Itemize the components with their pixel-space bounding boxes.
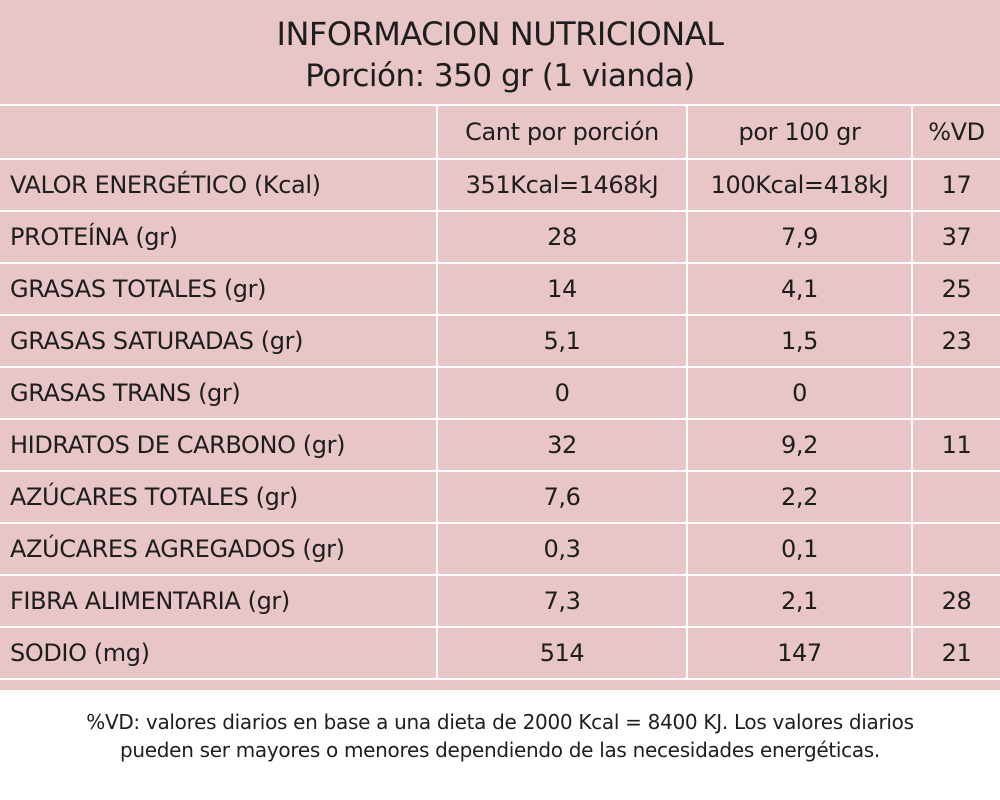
- dv-value: [911, 522, 1000, 576]
- footnote-line-2: pueden ser mayores o menores dependiendo…: [120, 738, 880, 762]
- per-portion-value: 351Kcal=1468kJ: [436, 158, 688, 212]
- table-row: GRASAS SATURADAS (gr) 5,1 1,5 23: [0, 314, 1000, 368]
- per-100-value: 7,9: [686, 210, 913, 264]
- per-100-value: 4,1: [686, 262, 913, 316]
- per-100-value: 2,2: [686, 470, 913, 524]
- page-title: INFORMACION NUTRICIONAL: [276, 15, 724, 53]
- portion-subtitle: Porción: 350 gr (1 vianda): [305, 58, 695, 94]
- per-portion-value: 0,3: [436, 522, 688, 576]
- per-100-value: 9,2: [686, 418, 913, 472]
- dv-value: 37: [911, 210, 1000, 264]
- table-row: GRASAS TOTALES (gr) 14 4,1 25: [0, 262, 1000, 316]
- footnote: %VD: valores diarios en base a una dieta…: [0, 708, 1000, 764]
- per-portion-value: 7,6: [436, 470, 688, 524]
- per-portion-value: 28: [436, 210, 688, 264]
- dv-value: 11: [911, 418, 1000, 472]
- dv-value: 17: [911, 158, 1000, 212]
- per-100-value: 100Kcal=418kJ: [686, 158, 913, 212]
- nutrient-label: GRASAS SATURADAS (gr): [0, 314, 438, 368]
- nutrition-panel: INFORMACION NUTRICIONAL Porción: 350 gr …: [0, 0, 1000, 690]
- nutrient-label: GRASAS TOTALES (gr): [0, 262, 438, 316]
- per-100-value: 0: [686, 366, 913, 420]
- dv-value: 25: [911, 262, 1000, 316]
- per-100-value: 147: [686, 626, 913, 680]
- dv-value: [911, 470, 1000, 524]
- dv-value: 28: [911, 574, 1000, 628]
- header-row: Cant por porción por 100 gr %VD: [0, 106, 1000, 160]
- nutrient-label: HIDRATOS DE CARBONO (gr): [0, 418, 438, 472]
- nutrient-label: AZÚCARES AGREGADOS (gr): [0, 522, 438, 576]
- header-per-portion: Cant por porción: [436, 106, 688, 160]
- table-row: PROTEÍNA (gr) 28 7,9 37: [0, 210, 1000, 264]
- nutrient-label: AZÚCARES TOTALES (gr): [0, 470, 438, 524]
- table-row: FIBRA ALIMENTARIA (gr) 7,3 2,1 28: [0, 574, 1000, 628]
- header-per-100: por 100 gr: [686, 106, 913, 160]
- per-portion-value: 0: [436, 366, 688, 420]
- dv-value: [911, 366, 1000, 420]
- table-row: AZÚCARES AGREGADOS (gr) 0,3 0,1: [0, 522, 1000, 576]
- per-portion-value: 5,1: [436, 314, 688, 368]
- header-label-cell: [0, 106, 438, 160]
- table-row: HIDRATOS DE CARBONO (gr) 32 9,2 11: [0, 418, 1000, 472]
- per-portion-value: 514: [436, 626, 688, 680]
- per-100-value: 2,1: [686, 574, 913, 628]
- dv-value: 23: [911, 314, 1000, 368]
- table-row: SODIO (mg) 514 147 21: [0, 626, 1000, 680]
- per-portion-value: 32: [436, 418, 688, 472]
- table-row: VALOR ENERGÉTICO (Kcal) 351Kcal=1468kJ 100…: [0, 158, 1000, 212]
- dv-value: 21: [911, 626, 1000, 680]
- nutrient-label: GRASAS TRANS (gr): [0, 366, 438, 420]
- table-row: AZÚCARES TOTALES (gr) 7,6 2,2: [0, 470, 1000, 524]
- nutrient-label: VALOR ENERGÉTICO (Kcal): [0, 158, 438, 212]
- nutrient-label: SODIO (mg): [0, 626, 438, 680]
- nutrition-table: Cant por porción por 100 gr %VD VALOR EN…: [0, 106, 1000, 680]
- footnote-line-1: %VD: valores diarios en base a una dieta…: [86, 710, 914, 734]
- per-100-value: 0,1: [686, 522, 913, 576]
- title-block: INFORMACION NUTRICIONAL Porción: 350 gr …: [0, 0, 1000, 106]
- nutrient-label: FIBRA ALIMENTARIA (gr): [0, 574, 438, 628]
- header-dv: %VD: [911, 106, 1000, 160]
- per-100-value: 1,5: [686, 314, 913, 368]
- nutrient-label: PROTEÍNA (gr): [0, 210, 438, 264]
- per-portion-value: 7,3: [436, 574, 688, 628]
- table-row: GRASAS TRANS (gr) 0 0: [0, 366, 1000, 420]
- per-portion-value: 14: [436, 262, 688, 316]
